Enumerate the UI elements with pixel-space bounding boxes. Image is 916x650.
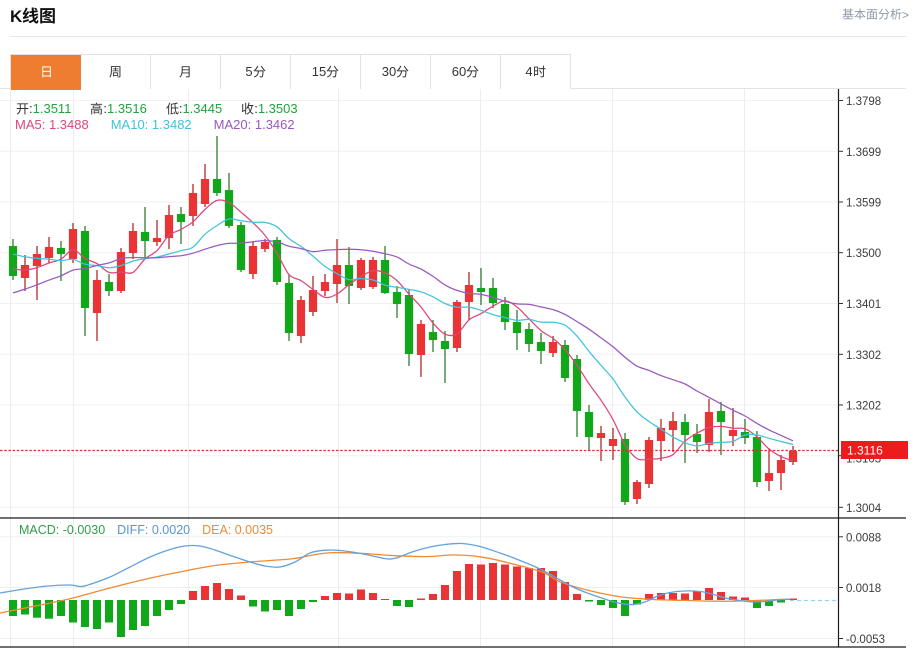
svg-text:1.3116: 1.3116	[847, 444, 883, 458]
svg-text:1.3500: 1.3500	[846, 248, 881, 260]
svg-text:1.3699: 1.3699	[846, 147, 881, 159]
svg-text:1.3599: 1.3599	[846, 198, 881, 210]
svg-text:0.0018: 0.0018	[846, 583, 881, 595]
svg-text:1.3302: 1.3302	[846, 350, 881, 362]
svg-text:1.3401: 1.3401	[846, 299, 881, 311]
svg-text:1.3004: 1.3004	[846, 503, 882, 515]
svg-text:0.0088: 0.0088	[846, 532, 881, 544]
svg-text:-0.0053: -0.0053	[846, 634, 885, 646]
svg-text:1.3798: 1.3798	[846, 96, 881, 108]
svg-text:1.3202: 1.3202	[846, 401, 881, 413]
